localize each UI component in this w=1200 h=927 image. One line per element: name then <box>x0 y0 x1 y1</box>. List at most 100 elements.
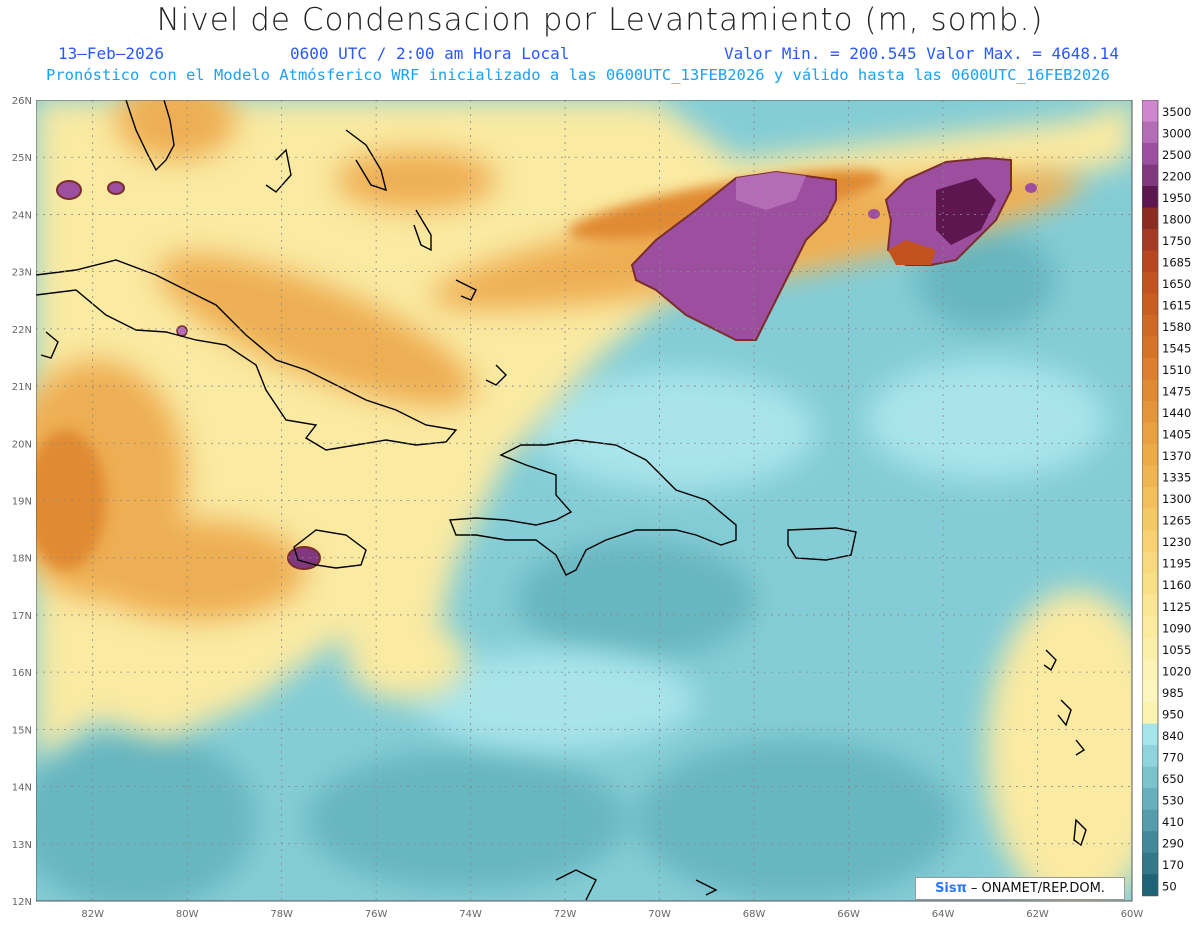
colorbar-label: 1580 <box>1162 320 1191 334</box>
colorbar-label: 1950 <box>1162 191 1191 205</box>
colorbar-swatch <box>1142 702 1158 725</box>
colorbar-label: 650 <box>1162 772 1184 786</box>
colorbar-label: 1055 <box>1162 643 1191 657</box>
colorbar-swatch <box>1142 745 1158 768</box>
lat-tick-label: 14N <box>12 783 32 794</box>
colorbar-swatch <box>1142 250 1158 273</box>
colorbar-swatch <box>1142 874 1158 897</box>
colorbar-swatch <box>1142 766 1158 789</box>
colorbar-label: 1125 <box>1162 600 1191 614</box>
colorbar-swatch <box>1142 637 1158 660</box>
colorbar-label: 770 <box>1162 750 1184 764</box>
lat-tick-label: 15N <box>12 725 32 736</box>
colorbar-label: 1265 <box>1162 514 1191 528</box>
colorbar-swatch <box>1142 530 1158 553</box>
lon-tick-label: 72W <box>554 909 577 920</box>
colorbar-label: 1545 <box>1162 342 1191 356</box>
forecast-time: 0600 UTC / 2:00 am Hora Local <box>290 44 570 63</box>
colorbar-label: 1020 <box>1162 664 1191 678</box>
colorbar-swatch <box>1142 121 1158 144</box>
colorbar-label: 1160 <box>1162 578 1191 592</box>
colorbar-swatch <box>1142 315 1158 338</box>
colorbar-swatch <box>1142 594 1158 617</box>
colorbar-label: 950 <box>1162 707 1184 721</box>
colorbar-swatch <box>1142 272 1158 295</box>
lat-tick-label: 13N <box>12 840 32 851</box>
colorbar-label: 1750 <box>1162 234 1191 248</box>
colorbar-label: 1370 <box>1162 449 1191 463</box>
colorbar-swatch <box>1142 809 1158 832</box>
colorbar-label: 1475 <box>1162 385 1191 399</box>
lat-tick-label: 21N <box>12 382 32 393</box>
colorbar-swatch <box>1142 573 1158 596</box>
forecast-date: 13–Feb–2026 <box>58 44 164 63</box>
colorbar-swatch <box>1142 444 1158 467</box>
colorbar-swatch <box>1142 401 1158 424</box>
colorbar-swatch <box>1142 164 1158 187</box>
colorbar-swatch <box>1142 358 1158 381</box>
lon-tick-label: 64W <box>932 909 955 920</box>
colorbar-swatch <box>1142 616 1158 639</box>
colorbar-label: 530 <box>1162 793 1184 807</box>
colorbar-swatch <box>1142 143 1158 166</box>
colorbar-label: 840 <box>1162 729 1184 743</box>
credit-box: Sisπ – ONAMET/REP.DOM. <box>915 877 1125 900</box>
lat-tick-label: 23N <box>12 268 32 279</box>
colorbar-frame <box>1142 100 1159 897</box>
lon-tick-label: 76W <box>365 909 388 920</box>
colorbar-swatch <box>1142 229 1158 252</box>
colorbar-label: 1090 <box>1162 621 1191 635</box>
colorbar-label: 1195 <box>1162 557 1191 571</box>
colorbar-swatch <box>1142 422 1158 445</box>
colorbar-label: 985 <box>1162 686 1184 700</box>
lon-tick-label: 60W <box>1121 909 1144 920</box>
lon-tick-label: 66W <box>837 909 860 920</box>
colorbar-label: 1615 <box>1162 299 1191 313</box>
lat-tick-label: 26N <box>12 96 32 107</box>
lat-tick-label: 22N <box>12 325 32 336</box>
colorbar-label: 3500 <box>1162 105 1191 119</box>
graticule <box>36 100 1133 902</box>
lat-tick-label: 19N <box>12 497 32 508</box>
colorbar-label: 3000 <box>1162 127 1191 141</box>
lat-tick-label: 20N <box>12 439 32 450</box>
brand-logo: Sisπ <box>935 881 967 896</box>
coastlines <box>36 100 1087 901</box>
colorbar-swatch <box>1142 100 1158 123</box>
lon-tick-label: 82W <box>81 909 104 920</box>
credit-text: – ONAMET/REP.DOM. <box>970 881 1105 896</box>
colorbar-swatch <box>1142 293 1158 316</box>
colorbar-swatch <box>1142 831 1158 854</box>
colorbar-swatch <box>1142 379 1158 402</box>
colorbar-label: 170 <box>1162 858 1184 872</box>
colorbar-label: 1685 <box>1162 256 1191 270</box>
colorbar-label: 1230 <box>1162 535 1191 549</box>
lon-tick-label: 74W <box>459 909 482 920</box>
colorbar-swatch <box>1142 852 1158 875</box>
colorbar: 3500 3000 2500 2200 1950 1800 1750 1685 1650 1615… <box>1142 100 1191 897</box>
min-max-values: Valor Min. = 200.545 Valor Max. = 4648.1… <box>724 44 1119 63</box>
high-lcl-zone <box>56 156 1037 570</box>
lon-tick-label: 62W <box>1026 909 1049 920</box>
lat-tick-label: 18N <box>12 554 32 565</box>
colorbar-swatch <box>1142 186 1158 209</box>
colorbar-swatch <box>1142 680 1158 703</box>
colorbar-label: 1405 <box>1162 428 1191 442</box>
map-title: Nivel de Condensacion por Levantamiento … <box>156 2 1044 38</box>
colorbar-swatch <box>1142 551 1158 574</box>
lat-tick-label: 17N <box>12 611 32 622</box>
colorbar-swatch <box>1142 788 1158 811</box>
lat-tick-label: 16N <box>12 668 32 679</box>
colorbar-swatch <box>1142 723 1158 746</box>
lon-tick-label: 80W <box>176 909 199 920</box>
colorbar-swatch <box>1142 207 1158 230</box>
colorbar-swatch <box>1142 465 1158 488</box>
lon-tick-label: 78W <box>270 909 293 920</box>
colorbar-swatch <box>1142 508 1158 531</box>
lat-tick-label: 24N <box>12 210 32 221</box>
lon-tick-label: 68W <box>743 909 766 920</box>
colorbar-label: 1335 <box>1162 471 1191 485</box>
colorbar-label: 290 <box>1162 836 1184 850</box>
lat-tick-label: 12N <box>12 897 32 908</box>
lat-tick-label: 25N <box>12 153 32 164</box>
